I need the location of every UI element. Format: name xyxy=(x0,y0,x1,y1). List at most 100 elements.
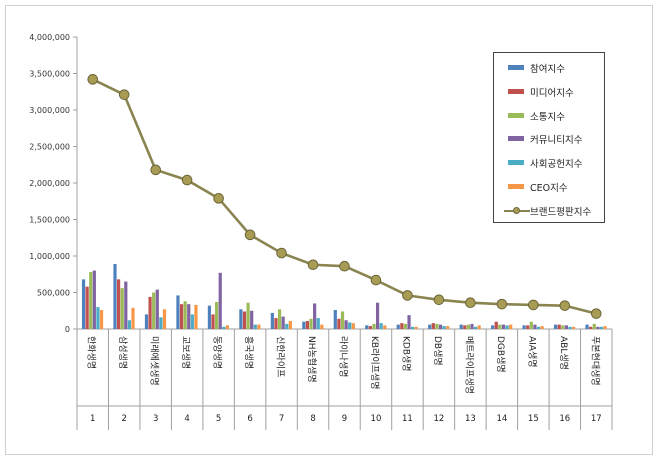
brand-index-point-0 xyxy=(87,74,99,85)
bar-0-5 xyxy=(239,309,243,329)
bar-4-10 xyxy=(411,326,415,329)
brand-index-point-14 xyxy=(528,299,539,311)
brand-index-point-5 xyxy=(244,229,256,241)
legend-swatch xyxy=(508,183,524,189)
category-label-12: 메트라이프생명 xyxy=(463,336,474,394)
bar-4-9 xyxy=(379,323,383,329)
rank-label-3: 4 xyxy=(184,414,189,424)
bar-5-2 xyxy=(162,309,167,329)
brand-index-point-15 xyxy=(559,300,571,311)
legend-item-0: 참여지수 xyxy=(494,57,604,81)
y-tick-label: 0 xyxy=(65,325,70,334)
legend-label: 커뮤니티지수 xyxy=(530,135,583,147)
rank-label-10: 11 xyxy=(402,414,413,424)
bar-4-6 xyxy=(285,323,289,329)
legend-label: 소통지수 xyxy=(530,111,565,123)
bar-4-0 xyxy=(96,307,100,329)
bar-1-8 xyxy=(337,318,341,329)
bar-3-15 xyxy=(564,325,568,329)
bar-2-2 xyxy=(152,292,156,329)
bar-2-0 xyxy=(89,272,93,329)
legend-item-1: 미디어지수 xyxy=(494,81,604,105)
bar-4-3 xyxy=(190,314,194,329)
bar-2-5 xyxy=(246,302,250,329)
bar-5-15 xyxy=(571,326,576,329)
bar-3-5 xyxy=(250,310,254,329)
bar-5-0 xyxy=(99,310,104,329)
bar-3-11 xyxy=(438,324,443,329)
bar-5-3 xyxy=(194,304,198,329)
legend-swatch xyxy=(508,136,524,142)
rank-label-4: 5 xyxy=(216,414,221,424)
bar-4-2 xyxy=(159,317,163,329)
bar-5-7 xyxy=(320,324,324,329)
bar-2-3 xyxy=(183,301,187,329)
bar-2-12 xyxy=(466,324,470,329)
bar-0-15 xyxy=(553,324,558,329)
bar-0-2 xyxy=(144,314,149,329)
rank-label-13: 14 xyxy=(496,414,507,424)
category-label-15: ABL생명 xyxy=(558,336,569,370)
bar-4-7 xyxy=(316,318,320,329)
bar-0-7 xyxy=(302,321,306,329)
category-label-8: 라이나생명 xyxy=(338,336,349,377)
brand-index-point-8 xyxy=(339,260,350,272)
rank-label-2: 3 xyxy=(153,414,158,424)
bar-1-13 xyxy=(494,321,498,329)
bar-3-8 xyxy=(344,320,348,329)
bar-4-13 xyxy=(505,325,509,329)
brand-index-point-7 xyxy=(307,259,319,271)
bar-5-10 xyxy=(414,326,418,329)
legend-label: 미디어지수 xyxy=(530,87,574,99)
legend-swatch xyxy=(508,65,524,70)
rank-label-1: 2 xyxy=(121,414,126,424)
category-label-6: 신한라이프 xyxy=(275,336,286,377)
bar-5-9 xyxy=(383,325,387,329)
bar-0-8 xyxy=(333,310,337,329)
brand-index-point-1 xyxy=(118,89,130,100)
legend-label: CEO지수 xyxy=(530,182,568,194)
y-tick-label: 3,000,000 xyxy=(29,106,70,115)
legend-label: 사회공헌지수 xyxy=(530,159,583,171)
bar-4-5 xyxy=(253,324,257,329)
rank-label-7: 8 xyxy=(310,414,315,424)
bar-3-10 xyxy=(407,315,411,329)
bar-2-11 xyxy=(435,323,439,329)
bar-2-16 xyxy=(592,323,596,329)
y-tick-label: 4,000,000 xyxy=(29,33,70,42)
rank-label-12: 13 xyxy=(465,414,476,424)
bar-5-12 xyxy=(477,325,481,329)
bar-0-10 xyxy=(396,324,400,329)
bar-4-1 xyxy=(127,320,132,329)
legend-label: 브랜드평판지수 xyxy=(530,206,592,218)
bar-3-2 xyxy=(155,289,159,329)
bar-0-14 xyxy=(522,325,526,329)
category-label-16: 푸본현대생명 xyxy=(589,336,600,386)
brand-index-point-9 xyxy=(370,274,382,286)
bar-3-13 xyxy=(501,324,506,329)
category-label-2: 미래에셋생명 xyxy=(149,336,160,386)
y-tick-label: 2,000,000 xyxy=(29,179,70,188)
bar-0-0 xyxy=(81,279,86,329)
legend-item-3: 커뮤니티지수 xyxy=(494,128,604,152)
y-tick-label: 1,000,000 xyxy=(29,252,70,261)
bar-3-6 xyxy=(281,316,285,329)
bar-0-1 xyxy=(113,264,117,329)
rank-label-5: 6 xyxy=(247,414,252,424)
rank-label-14: 15 xyxy=(528,414,539,424)
bar-5-16 xyxy=(603,326,607,329)
bar-1-4 xyxy=(211,314,215,329)
bar-1-6 xyxy=(274,318,278,329)
bar-1-11 xyxy=(431,323,435,329)
y-tick-label: 1,500,000 xyxy=(29,216,70,225)
bar-0-13 xyxy=(491,325,495,329)
bar-2-9 xyxy=(372,323,376,329)
bar-5-1 xyxy=(131,307,135,329)
bar-0-3 xyxy=(176,295,180,329)
bar-2-4 xyxy=(215,301,219,329)
bar-3-3 xyxy=(187,304,191,329)
category-label-9: KB라이프생명 xyxy=(369,336,380,389)
category-label-14: AIA생명 xyxy=(526,336,537,368)
